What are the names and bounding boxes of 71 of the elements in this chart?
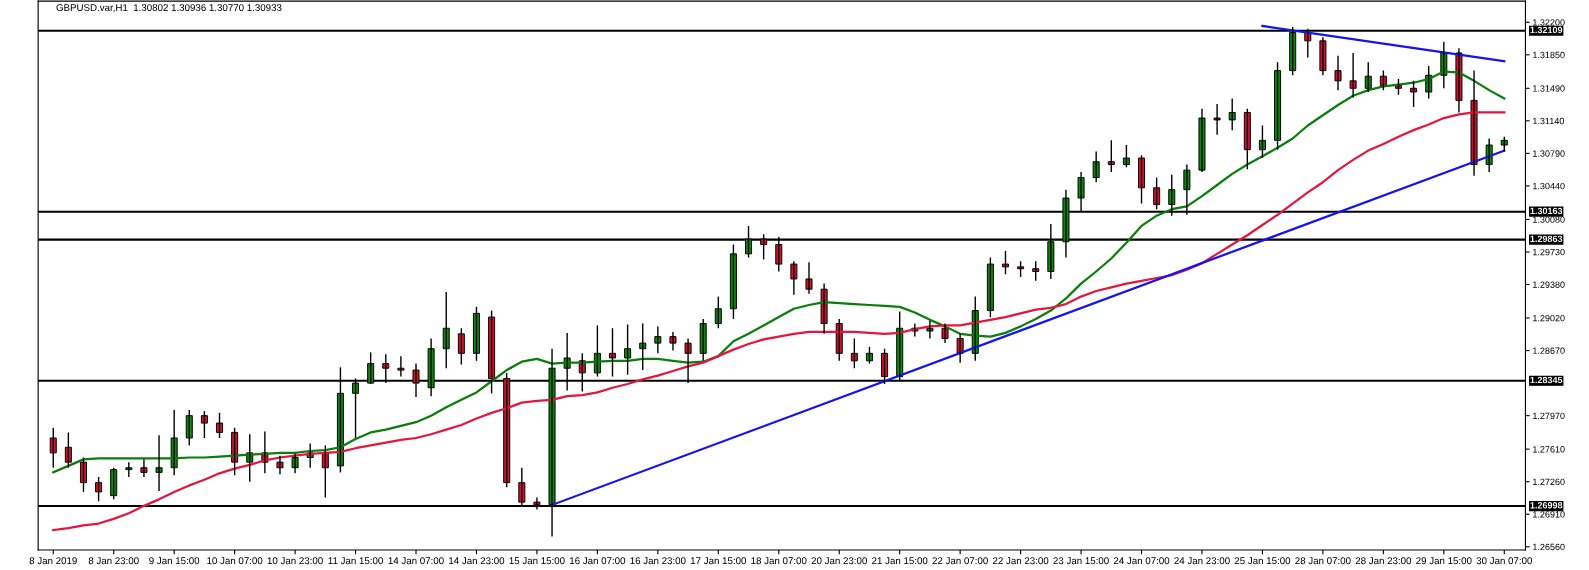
x-tick-label: 30 Jan 07:00 xyxy=(1476,557,1533,565)
x-tick-label: 22 Jan 07:00 xyxy=(932,557,988,565)
candlestick xyxy=(1213,103,1221,136)
x-tick-label: 28 Jan 07:00 xyxy=(1295,557,1351,565)
candlestick xyxy=(639,322,647,371)
x-tick-label: 24 Jan 07:00 xyxy=(1113,557,1170,565)
candlestick xyxy=(1107,139,1115,173)
y-tick-label: 1.30080 xyxy=(1533,216,1565,223)
line-series xyxy=(52,111,1506,532)
x-tick-label: 8 Jan 23:00 xyxy=(88,557,139,565)
candlestick xyxy=(608,327,617,378)
ref-line-label: 1.30163 xyxy=(1530,207,1563,215)
y-tick-label: 1.26560 xyxy=(1533,543,1565,551)
y-tick-label: 1.30790 xyxy=(1533,150,1565,157)
candlestick xyxy=(1228,97,1236,131)
y-tick-label: 1.27260 xyxy=(1533,478,1565,486)
candlestick xyxy=(1032,260,1040,282)
x-tick-label: 10 Jan 07:00 xyxy=(207,557,263,565)
y-tick-label: 1.28670 xyxy=(1533,347,1565,354)
y-tick-label: 1.27610 xyxy=(1533,446,1565,453)
y-tick-label: 1.31140 xyxy=(1533,117,1564,125)
candlestick xyxy=(1001,250,1009,275)
candlestick xyxy=(216,412,224,439)
candlestick xyxy=(624,323,632,376)
x-tick-label: 8 Jan 2019 xyxy=(29,557,77,565)
y-tick-label: 1.26910 xyxy=(1533,511,1565,518)
candlestick xyxy=(1410,80,1418,108)
x-tick-label: 20 Jan 23:00 xyxy=(811,557,867,565)
candlestick xyxy=(1349,52,1357,99)
x-tick-label: 21 Jan 15:00 xyxy=(872,557,928,565)
ref-line-label: 1.29863 xyxy=(1530,235,1563,243)
candlestick xyxy=(654,325,662,355)
x-tick-label: 16 Jan 07:00 xyxy=(570,557,626,565)
ref-line-label: 1.28345 xyxy=(1530,376,1563,384)
candlestick xyxy=(140,458,148,478)
chart-title: GBPUSD.var,H1 1.30802 1.30936 1.30770 1.30933 xyxy=(56,4,282,13)
candlestick xyxy=(49,427,57,469)
x-tick-label: 14 Jan 23:00 xyxy=(449,557,505,565)
y-tick-label: 1.30440 xyxy=(1533,182,1565,190)
y-tick-label: 1.29730 xyxy=(1533,248,1565,256)
candlestick xyxy=(926,320,934,340)
y-tick-label: 1.32200 xyxy=(1533,19,1565,26)
y-tick-label: 1.31490 xyxy=(1533,85,1565,92)
candlestick xyxy=(790,260,798,296)
y-tick-label: 1.29020 xyxy=(1533,314,1565,322)
candlestick xyxy=(397,355,405,378)
ref-line-label: 1.26998 xyxy=(1530,502,1563,509)
y-tick-label: 1.27970 xyxy=(1533,412,1565,420)
x-tick-label: 16 Jan 23:00 xyxy=(630,557,686,565)
x-tick-label: 11 Jan 15:00 xyxy=(328,557,383,565)
x-tick-label: 29 Jan 15:00 xyxy=(1416,557,1472,565)
x-tick-label: 15 Jan 15:00 xyxy=(509,557,565,565)
candlestick xyxy=(669,331,677,352)
candlestick xyxy=(805,261,813,295)
x-tick-label: 10 Jan 23:00 xyxy=(267,557,323,565)
ref-line-label: 1.32109 xyxy=(1530,26,1563,34)
candlestick xyxy=(155,434,163,492)
x-tick-label: 18 Jan 07:00 xyxy=(751,557,807,565)
x-tick-label: 25 Jan 15:00 xyxy=(1234,557,1291,565)
x-tick-label: 9 Jan 15:00 xyxy=(149,557,200,565)
candlestick xyxy=(95,476,103,502)
candlestick xyxy=(1122,144,1130,169)
x-tick-label: 24 Jan 23:00 xyxy=(1174,557,1230,565)
x-tick-label: 28 Jan 23:00 xyxy=(1355,557,1412,565)
candlestick xyxy=(200,410,208,439)
x-tick-label: 22 Jan 23:00 xyxy=(992,557,1049,565)
x-tick-label: 23 Jan 15:00 xyxy=(1053,557,1109,565)
y-tick-label: 1.31850 xyxy=(1533,51,1565,59)
x-tick-label: 14 Jan 07:00 xyxy=(388,557,444,565)
x-tick-label: 17 Jan 15:00 xyxy=(690,557,747,565)
y-tick-label: 1.29380 xyxy=(1533,281,1565,288)
